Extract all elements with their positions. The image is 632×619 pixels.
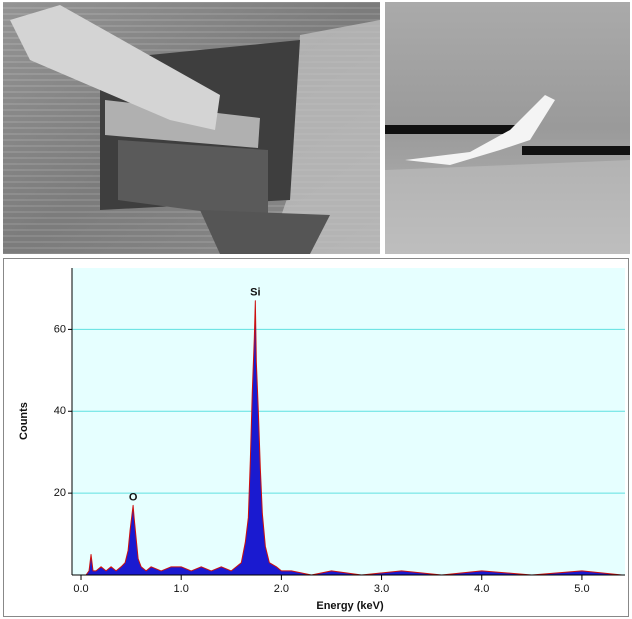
x-tick-label: 5.0 <box>574 583 589 595</box>
peak-label: O <box>129 491 138 503</box>
plot-area <box>72 268 625 575</box>
sem-image <box>3 2 380 254</box>
y-tick-label: 60 <box>54 323 66 335</box>
x-axis-label: Energy (keV) <box>316 600 384 612</box>
x-tick-label: 1.0 <box>174 583 189 595</box>
peak-label: Si <box>250 287 260 299</box>
x-tick-label: 4.0 <box>474 583 489 595</box>
y-tick-label: 40 <box>54 405 66 417</box>
y-axis-label: Counts <box>18 402 30 440</box>
x-tick-label: 0.0 <box>73 583 88 595</box>
x-tick-label: 2.0 <box>274 583 289 595</box>
x-tick-label: 3.0 <box>374 583 389 595</box>
tem-image <box>385 2 630 254</box>
y-tick-label: 20 <box>54 487 66 499</box>
